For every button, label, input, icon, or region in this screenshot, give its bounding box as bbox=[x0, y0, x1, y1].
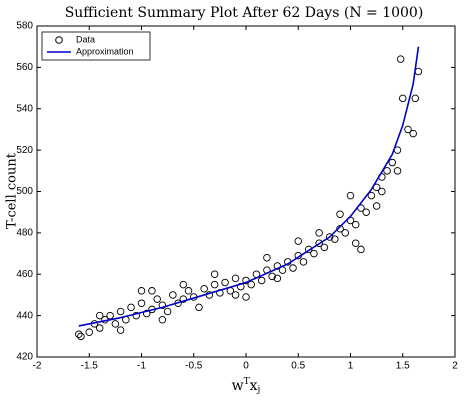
x-tick-label: 2 bbox=[452, 361, 458, 372]
data-point bbox=[242, 293, 250, 301]
legend-marker bbox=[55, 36, 63, 44]
legend: Data Approximation bbox=[41, 31, 151, 61]
legend-label: Approximation bbox=[76, 46, 134, 56]
x-label-part: x bbox=[250, 378, 258, 394]
y-tick-label: 460 bbox=[16, 269, 33, 280]
data-point bbox=[231, 291, 240, 299]
data-point bbox=[195, 303, 203, 312]
data-point bbox=[399, 94, 407, 103]
data-point bbox=[299, 258, 308, 266]
x-tick-label: 0 bbox=[243, 361, 249, 372]
y-tick-label: 420 bbox=[16, 352, 33, 363]
data-point bbox=[142, 309, 151, 318]
data-point bbox=[320, 243, 329, 252]
data-point bbox=[351, 239, 360, 247]
y-tick-label: 540 bbox=[16, 103, 33, 114]
data-point bbox=[85, 328, 93, 336]
data-point bbox=[210, 280, 219, 289]
data-point bbox=[404, 125, 412, 134]
data-point bbox=[137, 299, 146, 307]
data-point bbox=[315, 239, 323, 247]
data-point bbox=[346, 191, 355, 200]
data-point bbox=[247, 280, 255, 289]
approximation-line bbox=[78, 46, 420, 327]
data-point bbox=[179, 295, 188, 303]
data-point bbox=[148, 287, 156, 295]
x-tick-label: -0.5 bbox=[185, 361, 203, 372]
data-point bbox=[77, 332, 85, 341]
data-point bbox=[411, 94, 420, 103]
data-point bbox=[127, 303, 135, 312]
x-label-part: w bbox=[232, 378, 244, 394]
x-tick-label: 0.5 bbox=[291, 361, 305, 372]
data-point bbox=[341, 229, 350, 237]
data-point bbox=[315, 229, 323, 237]
data-point bbox=[263, 253, 271, 262]
y-tick-label: 520 bbox=[16, 145, 33, 156]
data-point bbox=[257, 276, 266, 285]
chart-title: Sufficient Summary Plot After 62 Days (N… bbox=[65, 5, 424, 21]
data-point bbox=[95, 324, 104, 332]
data-point bbox=[331, 235, 339, 243]
data-point bbox=[336, 210, 344, 219]
data-point bbox=[396, 55, 405, 63]
x-tick-label: -2 bbox=[33, 361, 42, 372]
data-point bbox=[221, 278, 229, 287]
x-tick-label: -1.5 bbox=[81, 361, 99, 372]
y-tick-label: 480 bbox=[16, 228, 33, 239]
x-tick-label: 1.5 bbox=[396, 361, 410, 372]
data-point bbox=[351, 220, 360, 229]
data-point bbox=[231, 274, 240, 283]
data-point bbox=[378, 187, 386, 196]
data-point bbox=[304, 245, 313, 254]
y-tick-label: 440 bbox=[16, 310, 33, 321]
data-point bbox=[158, 316, 167, 324]
data-point bbox=[362, 208, 370, 216]
data-point bbox=[383, 167, 391, 175]
data-point bbox=[393, 167, 402, 175]
data-point bbox=[158, 301, 167, 310]
data-point bbox=[111, 320, 120, 328]
data-point bbox=[273, 274, 282, 283]
data-point bbox=[268, 272, 276, 281]
y-tick-label: 500 bbox=[16, 186, 33, 197]
data-point bbox=[179, 280, 188, 289]
data-point bbox=[336, 224, 344, 233]
data-point bbox=[184, 287, 193, 295]
x-label-part: j bbox=[257, 385, 261, 395]
y-tick-label: 560 bbox=[16, 62, 33, 73]
data-point bbox=[132, 311, 141, 320]
x-axis-label: wTxj bbox=[232, 377, 261, 395]
data-point bbox=[388, 158, 397, 167]
data-point bbox=[357, 245, 365, 254]
y-tick-label: 580 bbox=[16, 21, 33, 32]
data-point bbox=[310, 249, 318, 258]
data-point bbox=[106, 311, 114, 320]
data-point bbox=[372, 202, 381, 210]
legend-label: Data bbox=[76, 34, 95, 44]
data-point bbox=[163, 307, 172, 316]
data-point bbox=[116, 307, 125, 316]
data-point bbox=[200, 284, 208, 293]
data-point bbox=[409, 129, 417, 138]
data-point bbox=[95, 311, 104, 320]
data-point bbox=[169, 291, 177, 299]
data-point bbox=[289, 264, 297, 272]
plot-area bbox=[36, 25, 456, 358]
data-point bbox=[153, 295, 161, 303]
y-axis-label: T-cell count bbox=[5, 152, 20, 229]
data-point bbox=[137, 287, 146, 295]
x-tick-label: -1 bbox=[137, 361, 146, 372]
x-label-part: T bbox=[244, 377, 250, 387]
data-point bbox=[325, 233, 334, 241]
data-point bbox=[294, 237, 303, 245]
data-point bbox=[116, 326, 125, 334]
x-tick-label: 1 bbox=[348, 361, 354, 372]
data-point bbox=[75, 330, 83, 338]
data-point bbox=[367, 191, 376, 200]
data-point bbox=[210, 270, 219, 279]
